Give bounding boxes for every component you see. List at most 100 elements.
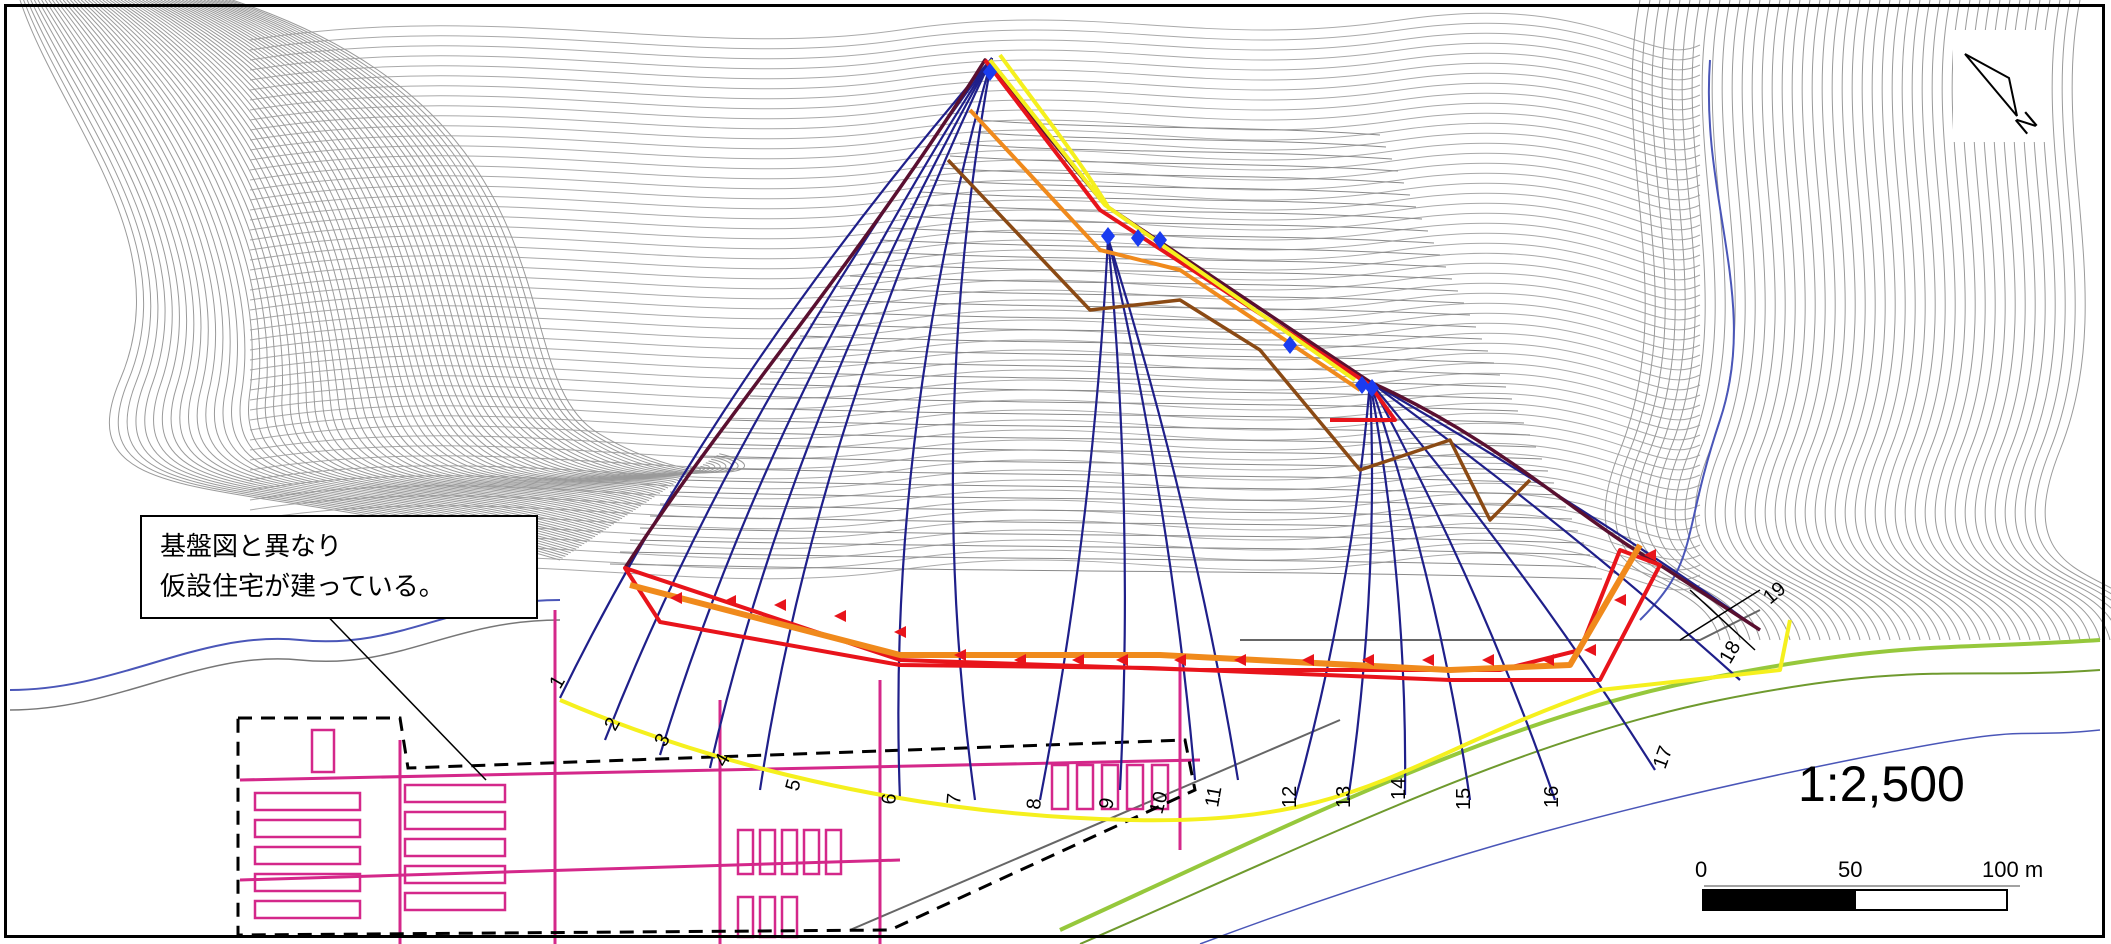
contour-line [979, 119, 1381, 136]
contour-line [70, 0, 598, 536]
contour-line [1834, 0, 1951, 641]
north-arrow-box: N [1953, 30, 2047, 142]
contour-line [749, 395, 1519, 412]
river-line [1199, 729, 2101, 944]
displacement-arrow [1302, 654, 1314, 666]
contour-line [649, 515, 1579, 532]
contour-line [869, 251, 1447, 268]
contour-line [899, 215, 1429, 232]
building [802, 828, 821, 876]
contour-line [249, 92, 1701, 131]
orange-boundary [968, 108, 1362, 392]
contour-line [91, 0, 615, 525]
displacement-arrow [774, 599, 786, 611]
building [824, 828, 843, 876]
scale-tick-100: 100 m [1982, 857, 2044, 882]
displacement-arrow [724, 595, 736, 607]
section-line [1106, 237, 1197, 781]
contour-line [249, 242, 1701, 281]
contour-line [249, 22, 1701, 61]
road-line [849, 719, 1341, 931]
section-line [1106, 237, 1126, 791]
contour-line [249, 332, 1701, 371]
contour-line [249, 342, 1701, 381]
survey-point [1283, 336, 1297, 354]
section-line [897, 57, 994, 801]
displacement-arrow [1482, 654, 1494, 666]
contour-line [152, 0, 661, 494]
survey-points [983, 63, 1379, 397]
contour-line [2034, 0, 2111, 595]
building [253, 791, 362, 812]
section-label: 3 [650, 730, 675, 751]
contour-line [249, 202, 1701, 241]
contour-line [249, 402, 1701, 441]
contour-line [1754, 0, 1871, 641]
displacement-arrow [1014, 654, 1026, 666]
contour-line [249, 142, 1701, 181]
section-line [1293, 381, 1372, 801]
scale-tick-line [1704, 885, 2020, 887]
scale-ratio: 1:2,500 [1798, 756, 1965, 812]
section-label: 7 [943, 792, 966, 805]
contour-line [249, 472, 1701, 511]
contour-line [659, 503, 1573, 520]
contour-line [819, 311, 1477, 328]
contour-line [1884, 0, 2001, 641]
contour-line [181, 0, 682, 480]
contour-line [1794, 0, 1911, 641]
contour-line [249, 352, 1701, 391]
displacement-arrow [1362, 654, 1374, 666]
north-arrow-icon: N [1964, 53, 2043, 140]
contour-line [109, 0, 628, 516]
contour-line [1904, 0, 2021, 641]
contour-line [59, 0, 590, 541]
building [1075, 763, 1095, 811]
survey-point [1131, 229, 1145, 247]
contour-line [1764, 0, 1881, 641]
contour-line [214, 0, 715, 475]
displacement-arrow [834, 610, 846, 622]
contour-line [127, 0, 642, 507]
contour-line [131, 0, 644, 505]
displacement-arrow [1072, 654, 1084, 666]
building [253, 872, 362, 893]
housing-development [236, 610, 1201, 944]
contour-line [41, 0, 577, 550]
contour-line [84, 0, 609, 529]
contour-line [174, 0, 677, 484]
contour-line [249, 132, 1701, 171]
contour-line [249, 552, 1701, 591]
yellow-boundary [559, 619, 1792, 823]
contour-line [789, 347, 1495, 364]
survey-point [1355, 376, 1369, 394]
contour-line [1774, 0, 1891, 641]
contour-line [95, 0, 617, 523]
contour-line [799, 335, 1489, 352]
displacement-arrow [1116, 654, 1128, 666]
contour-line [619, 551, 1597, 568]
building [1125, 763, 1145, 811]
contour-line [949, 155, 1399, 172]
contour-line [249, 272, 1701, 311]
section-line [1369, 381, 1557, 801]
contour-line [249, 52, 1701, 91]
contour-line [1624, 0, 1741, 641]
section-label: 16 [1541, 786, 1563, 808]
contour-line [249, 282, 1701, 321]
contour-line [19, 0, 561, 561]
displacement-arrows [670, 549, 1656, 666]
building [780, 828, 799, 876]
displacement-arrow [1422, 654, 1434, 666]
building [253, 899, 362, 920]
displacement-arrow [670, 592, 682, 604]
contour-line [66, 0, 596, 538]
contour-line [249, 172, 1701, 211]
scale-tick-50: 50 [1838, 857, 1863, 882]
section-line [758, 57, 993, 791]
section-line [1346, 381, 1374, 801]
scale-tick-0: 0 [1695, 857, 1708, 882]
contour-line [1644, 0, 1761, 641]
contour-line [124, 0, 639, 509]
contour-line [2044, 0, 2111, 589]
